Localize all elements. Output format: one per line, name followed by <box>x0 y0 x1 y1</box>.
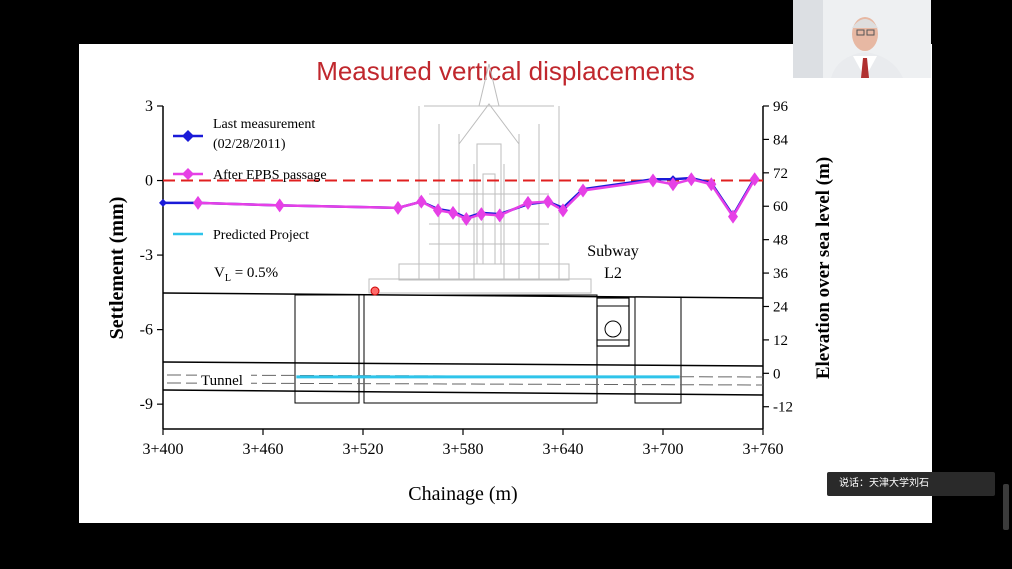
point-after-epbs <box>416 194 427 209</box>
point-after-epbs <box>749 172 760 187</box>
y2-tick-label: 72 <box>773 166 788 182</box>
slide-title: Measured vertical displacements <box>316 56 695 86</box>
y2-tick-label: 48 <box>773 233 788 249</box>
x-tick-label: 3+520 <box>342 441 383 458</box>
legend-label-last-measurement: Last measurement <box>213 117 315 132</box>
y2-tick-label: 24 <box>773 299 789 315</box>
y2-tick-label: 36 <box>773 266 789 282</box>
y2-tick-label: 96 <box>773 99 789 115</box>
x-tick-label: 3+400 <box>142 441 183 458</box>
x-tick-label: 3+700 <box>642 441 683 458</box>
presentation-slide: Measured vertical displacements <box>79 44 932 523</box>
y-tick-label: -6 <box>140 322 153 339</box>
point-after-epbs <box>461 212 472 227</box>
point-after-epbs <box>706 177 717 192</box>
point-after-epbs <box>728 209 738 224</box>
legend-label-predicted: Predicted Project <box>213 228 309 243</box>
y-tick-label: 3 <box>145 98 153 115</box>
point-after-epbs <box>523 195 533 210</box>
y2-tick-label: -12 <box>773 400 793 416</box>
point-after-epbs <box>476 207 487 222</box>
legend-label-date: (02/28/2011) <box>213 137 286 152</box>
laser-pointer-icon <box>370 286 380 296</box>
point-after-epbs <box>648 173 658 188</box>
y-axis-label: Settlement (mm) <box>106 197 128 340</box>
point-after-epbs <box>448 205 458 220</box>
legend-marker-diamond-icon <box>182 130 194 142</box>
point-after-epbs <box>668 177 678 192</box>
settlement-chart: 3+400 3+460 3+520 3+580 3+640 3+700 3+760 3 0 -3 -… <box>106 63 834 505</box>
tunnel-label-bg <box>197 372 251 388</box>
y-tick-label: -9 <box>140 396 153 413</box>
x-tick-label: 3+760 <box>742 441 783 458</box>
subway-line-label: L2 <box>604 265 622 282</box>
point-after-epbs <box>193 195 203 210</box>
speaker-avatar <box>793 0 931 78</box>
vl-annotation: VL = 0.5% <box>214 265 278 284</box>
legend-label-after-epbs: After EPBS passage <box>213 168 327 183</box>
y2-axis-label: Elevation over sea level (m) <box>813 157 834 379</box>
point-after-epbs <box>543 194 553 209</box>
x-tick-label: 3+580 <box>442 441 483 458</box>
speaker-video[interactable] <box>793 0 931 78</box>
point-after-epbs <box>274 198 285 213</box>
point-after-epbs <box>433 203 443 218</box>
scrollbar-handle[interactable] <box>1003 484 1009 530</box>
building-silhouette <box>368 63 592 294</box>
point-after-epbs <box>558 203 568 218</box>
subway-label: Subway <box>587 243 639 260</box>
legend: Last measurement (02/28/2011) After EPBS… <box>173 117 327 243</box>
y2-tick-label: 84 <box>773 132 789 148</box>
point-after-epbs <box>686 172 697 187</box>
point-after-epbs <box>578 183 588 198</box>
y2-tick-label: 0 <box>773 366 781 382</box>
x-axis-label: Chainage (m) <box>408 483 517 505</box>
point-after-epbs <box>494 208 505 223</box>
point-after-epbs <box>393 200 403 215</box>
y-tick-label: -3 <box>140 247 153 264</box>
tunnel-structures <box>162 292 764 404</box>
y-tick-label: 0 <box>145 173 153 190</box>
speaker-caption: 说话：天津大学刘石 <box>827 472 995 496</box>
y2-tick-label: 60 <box>773 199 788 215</box>
x-tick-label: 3+640 <box>542 441 583 458</box>
tunnel-label: Tunnel <box>201 373 243 389</box>
point-last-measurement <box>159 198 167 207</box>
y2-tick-label: 12 <box>773 333 788 349</box>
legend-marker-pink-diamond-icon <box>182 168 194 180</box>
x-tick-label: 3+460 <box>242 441 283 458</box>
